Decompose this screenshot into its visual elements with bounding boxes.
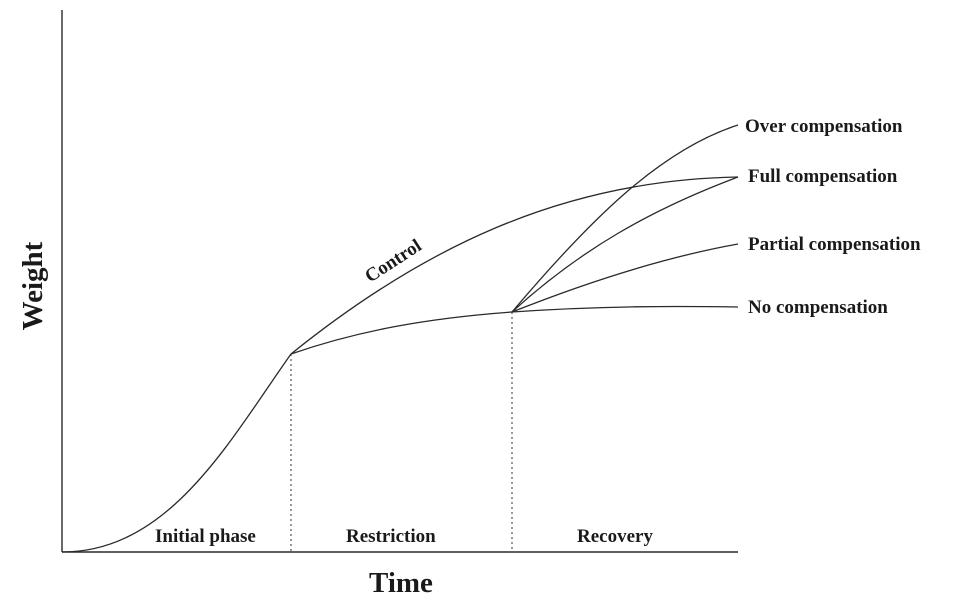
recovery-phase-label: Recovery xyxy=(577,526,653,547)
no-compensation-curve xyxy=(511,305,739,313)
partial-compensation-curve xyxy=(511,243,739,313)
initial-phase-label: Initial phase xyxy=(155,526,256,547)
initial-growth-curve xyxy=(61,353,292,553)
restriction-phase-label: Restriction xyxy=(346,526,436,547)
full-compensation-label: Full compensation xyxy=(748,166,898,187)
restriction-curve xyxy=(290,311,513,355)
full-compensation-curve xyxy=(511,176,739,313)
partial-compensation-label: Partial compensation xyxy=(748,234,921,255)
x-axis-title: Time xyxy=(369,567,433,599)
control-label: Control xyxy=(361,235,425,287)
no-compensation-label: No compensation xyxy=(748,297,888,318)
control-curve xyxy=(290,176,739,355)
over-compensation-curve xyxy=(511,124,739,313)
over-compensation-label: Over compensation xyxy=(745,116,903,137)
y-axis-title: Weight xyxy=(17,241,49,330)
